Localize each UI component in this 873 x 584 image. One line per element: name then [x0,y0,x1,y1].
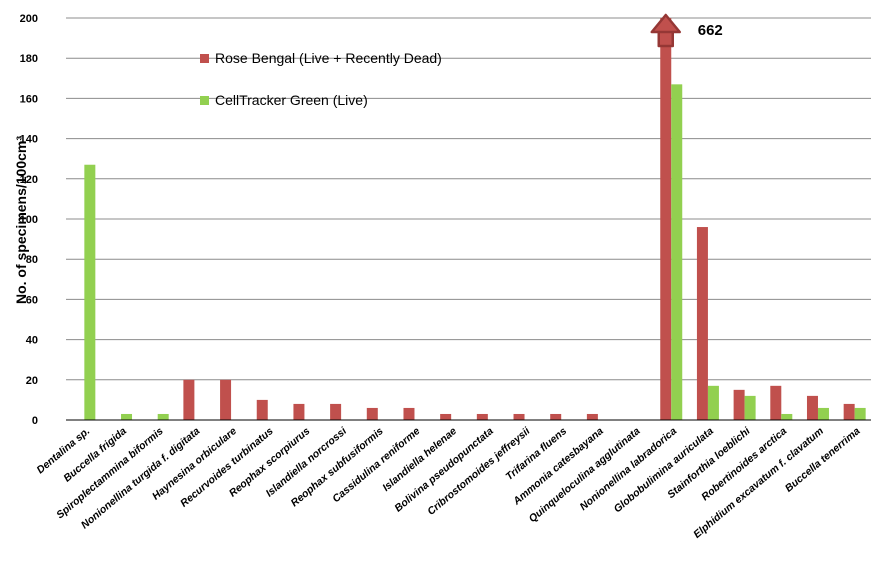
y-axis-label: No. of specimens/100cm³ [13,136,29,304]
bar-rose-bengal-trifarina-fluens [550,413,562,420]
y-tick-label: 20 [26,375,38,387]
bar-rose-bengal-cribrostomoides-jeffreysii [513,413,525,420]
bar-rose-bengal-reophax-scorpiurus [293,403,305,420]
legend-swatch [200,54,209,63]
x-axis-categories: Dentalina sp.Buccella frigidaSpiroplecta… [34,424,862,540]
bar-celltracker-green-buccella-tenerrima [854,407,866,420]
bar-rose-bengal-nonionellina-turgida-f-digitata [183,379,195,420]
bar-celltracker-green-spiroplectammina-biformis [157,413,169,420]
overflow-value-label: 662 [698,22,723,39]
bar-rose-bengal-cassidulina-reniforme [403,407,415,420]
y-tick-label: 0 [32,415,38,427]
legend-label: Rose Bengal (Live + Recently Dead) [215,50,442,66]
legend-label: CellTracker Green (Live) [215,92,368,108]
y-tick-label: 120 [20,174,38,186]
bar-celltracker-green-elphidium-excavatum-f-clavatum [817,407,829,420]
y-tick-label: 80 [26,254,38,266]
bar-celltracker-green-stainforthia-loeblichi [744,395,756,420]
bar-celltracker-green-robertinoides-arctica [781,413,793,420]
bar-celltracker-green-dentalina-sp [84,164,96,420]
bar-rose-bengal-ammonia-catesbayana [586,413,598,420]
y-tick-label: 200 [20,13,38,25]
y-tick-label: 180 [20,53,38,65]
bar-rose-bengal-reophax-subfusiformis [366,407,378,420]
up-arrow-icon [650,13,681,34]
bar-rose-bengal-haynesina-orbiculare [220,379,232,420]
y-tick-label: 140 [20,134,38,146]
bar-celltracker-green-buccella-frigida [121,413,133,420]
overflow-annotation: 662 [650,13,723,48]
y-axis-ticks: 0 20 40 60 80 100 120 140 160 180 200 [20,13,38,427]
bar-rose-bengal-elphidium-excavatum-f-clavatum [806,395,818,420]
bar-rose-bengal-robertinoides-arctica [770,385,782,420]
bars [84,18,866,420]
legend-swatch [200,96,209,105]
bar-rose-bengal-islandiella-helenae [440,413,452,420]
bar-celltracker-green-globobulimina-auriculata [707,385,719,420]
bar-rose-bengal-islandiella-norcrossi [330,403,342,420]
x-tick-label: Buccella frigida [61,425,129,485]
bar-rose-bengal-bolivina-pseudopunctata [476,413,488,420]
legend: Rose Bengal (Live + Recently Dead) CellTr… [200,50,442,108]
bar-rose-bengal-stainforthia-loeblichi [733,389,745,420]
bar-rose-bengal-globobulimina-auriculata [696,227,708,420]
y-tick-label: 160 [20,93,38,105]
y-tick-label: 100 [20,214,38,226]
y-tick-label: 60 [26,294,38,306]
bar-rose-bengal-buccella-tenerrima [843,403,855,420]
bar-rose-bengal-recurvoides-turbinatus [256,399,268,420]
gridlines [66,17,871,381]
bar-celltracker-green-nonionellina-labradorica [671,84,683,420]
bar-rose-bengal-nonionellina-labradorica [660,18,672,420]
y-tick-label: 40 [26,335,38,347]
